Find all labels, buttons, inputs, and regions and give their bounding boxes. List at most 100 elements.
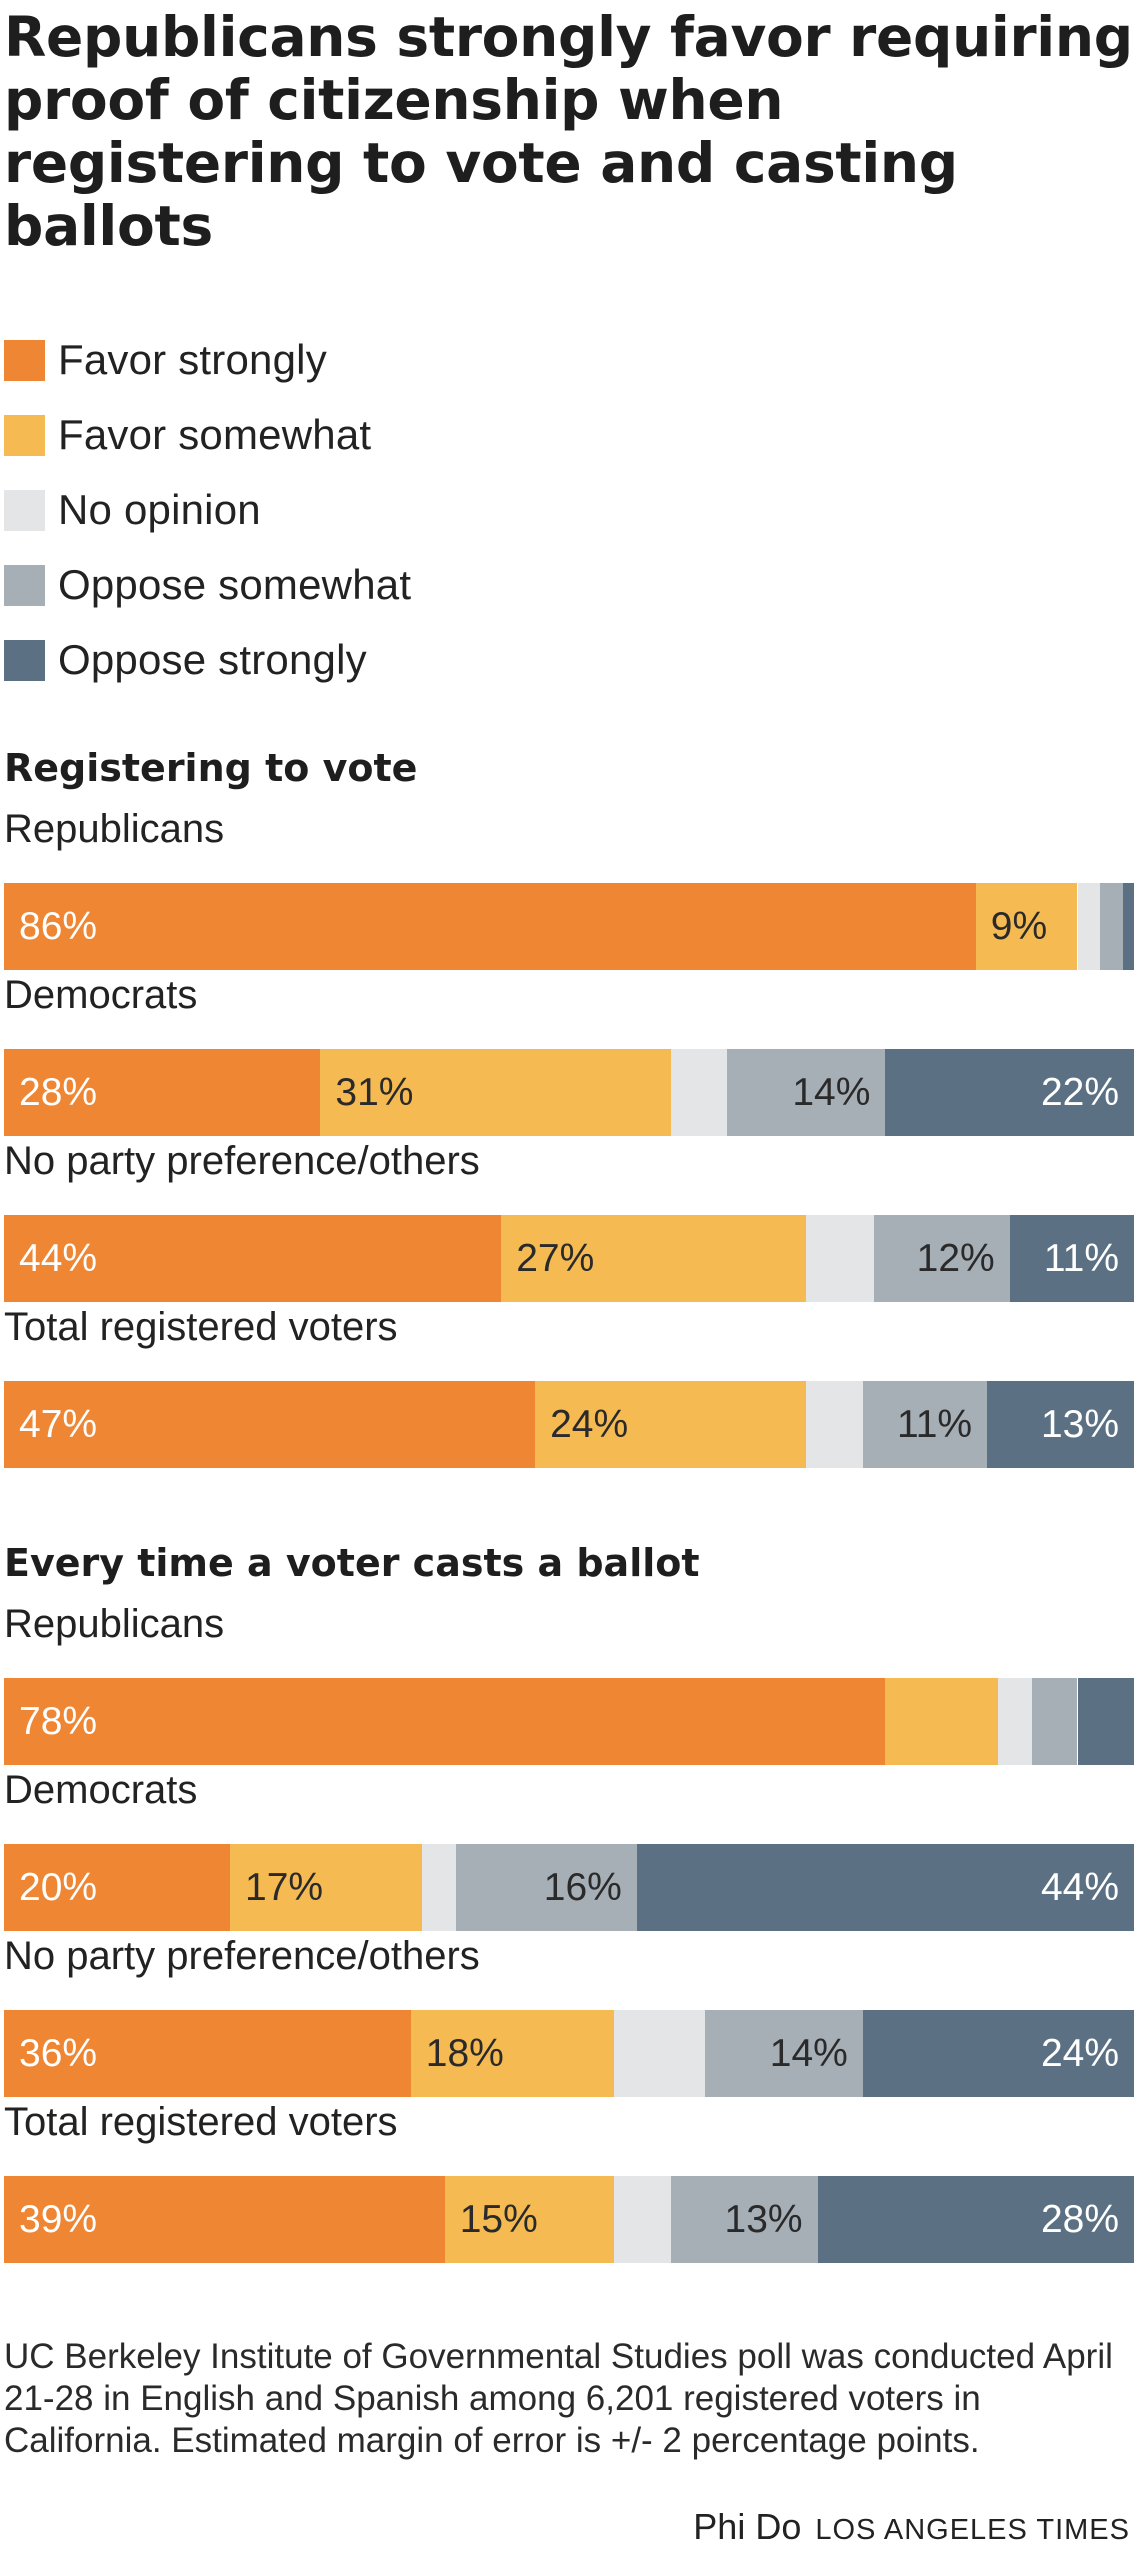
stacked-bar: 28% 31% 14% 22% bbox=[4, 1049, 1134, 1136]
bar-segment-favor-strongly bbox=[4, 1049, 321, 1136]
legend-label: No opinion bbox=[58, 486, 261, 533]
data-label: 14% bbox=[792, 1071, 871, 1114]
data-label: 20% bbox=[19, 1866, 98, 1909]
bar-segment-oppose-somewhat bbox=[456, 1844, 637, 1931]
bar-segment-favor-somewhat bbox=[975, 883, 1078, 970]
bar-segment-favor-somewhat bbox=[410, 2010, 615, 2097]
bar-segment-favor-somewhat bbox=[444, 2176, 615, 2263]
bar-segment-favor-somewhat bbox=[535, 1381, 807, 1468]
data-label: 11% bbox=[1043, 1237, 1119, 1280]
data-label: 27% bbox=[516, 1237, 595, 1280]
legend-item-no-opinion: No opinion bbox=[4, 484, 411, 559]
data-label: 31% bbox=[335, 1071, 414, 1114]
data-label: 36% bbox=[19, 2032, 98, 2075]
legend: Favor strongly Favor somewhat No opinion Op… bbox=[4, 334, 411, 709]
stacked-bar: 78% bbox=[4, 1678, 1134, 1765]
bar-segment-no-opinion bbox=[806, 1381, 863, 1468]
bar-segment-oppose-somewhat bbox=[874, 1215, 1010, 1302]
bar-segment-favor-strongly bbox=[4, 2010, 411, 2097]
data-label: 28% bbox=[19, 1071, 98, 1114]
bar-segment-oppose-strongly bbox=[1009, 1215, 1134, 1302]
stacked-bar: 86% 9% bbox=[4, 883, 1134, 970]
bar-segment-oppose-strongly bbox=[987, 1381, 1134, 1468]
group-label: No party preference/others bbox=[4, 1139, 480, 1183]
legend-swatch-oppose-strongly bbox=[4, 640, 45, 681]
data-label: 47% bbox=[19, 1403, 98, 1446]
legend-item-favor-somewhat: Favor somewhat bbox=[4, 409, 411, 484]
bar-segment-favor-strongly bbox=[4, 1215, 502, 1302]
bar-segment-oppose-strongly bbox=[1077, 1678, 1134, 1765]
bar-segment-oppose-somewhat bbox=[1032, 1678, 1078, 1765]
bar-segment-oppose-somewhat bbox=[862, 1381, 988, 1468]
author-credit: Phi Do bbox=[693, 2506, 802, 2547]
bar-segment-no-opinion bbox=[998, 1678, 1033, 1765]
legend-label: Oppose strongly bbox=[58, 636, 367, 683]
bar-segment-no-opinion bbox=[614, 2010, 705, 2097]
data-label: 44% bbox=[19, 1237, 98, 1280]
data-label: 15% bbox=[459, 2198, 538, 2241]
legend-item-oppose-somewhat: Oppose somewhat bbox=[4, 559, 411, 634]
legend-swatch-favor-somewhat bbox=[4, 415, 45, 456]
bar-segment-favor-strongly bbox=[4, 1381, 536, 1468]
stacked-bar: 36% 18% 14% 24% bbox=[4, 2010, 1134, 2097]
legend-swatch-favor-strongly bbox=[4, 340, 45, 381]
data-label: 17% bbox=[245, 1866, 324, 1909]
bar-segment-oppose-somewhat bbox=[727, 1049, 886, 1136]
bar-segment-oppose-strongly bbox=[862, 2010, 1134, 2097]
section-title: Every time a voter casts a ballot bbox=[4, 1541, 700, 1585]
legend-item-favor-strongly: Favor strongly bbox=[4, 334, 411, 409]
legend-item-oppose-strongly: Oppose strongly bbox=[4, 634, 411, 709]
chart-title: Republicans strongly favor requiring pro… bbox=[4, 5, 1133, 258]
legend-label: Favor strongly bbox=[58, 336, 327, 383]
bar-segment-favor-strongly bbox=[4, 2176, 445, 2263]
stacked-bar: 20% 17% 16% 44% bbox=[4, 1844, 1134, 1931]
section-title: Registering to vote bbox=[4, 746, 418, 790]
legend-label: Favor somewhat bbox=[58, 411, 372, 458]
bar-segment-favor-somewhat bbox=[230, 1844, 423, 1931]
credit: Phi Do LOS ANGELES TIMES bbox=[693, 2506, 1130, 2548]
bar-segment-favor-strongly bbox=[4, 883, 976, 970]
data-label: 13% bbox=[1040, 1403, 1119, 1446]
footnote: UC Berkeley Institute of Governmental St… bbox=[4, 2337, 1113, 2460]
stacked-bar: 39% 15% 13% 28% bbox=[4, 2176, 1134, 2263]
data-label: 12% bbox=[916, 1237, 995, 1280]
bar-segment-no-opinion bbox=[614, 2176, 671, 2263]
data-label: 28% bbox=[1040, 2198, 1119, 2241]
bar-segment-no-opinion bbox=[806, 1215, 875, 1302]
stacked-bar: 44% 27% 12% 11% bbox=[4, 1215, 1134, 1302]
group-label: Republicans bbox=[4, 807, 225, 851]
data-label: 13% bbox=[724, 2198, 803, 2241]
legend-swatch-no-opinion bbox=[4, 490, 45, 531]
data-label: 22% bbox=[1040, 1071, 1119, 1114]
bar-segment-favor-somewhat bbox=[320, 1049, 671, 1136]
data-label: 9% bbox=[990, 905, 1048, 948]
group-label: No party preference/others bbox=[4, 1934, 480, 1978]
bar-segment-oppose-somewhat bbox=[1100, 883, 1123, 970]
bar-segment-oppose-strongly bbox=[636, 1844, 1134, 1931]
group-label: Total registered voters bbox=[4, 2100, 398, 2144]
data-label: 11% bbox=[896, 1403, 973, 1446]
bar-segment-no-opinion bbox=[422, 1844, 456, 1931]
group-label: Republicans bbox=[4, 1602, 225, 1646]
bar-segment-favor-somewhat bbox=[501, 1215, 807, 1302]
legend-label: Oppose somewhat bbox=[58, 561, 412, 608]
data-label: 24% bbox=[550, 1403, 629, 1446]
group-label: Democrats bbox=[4, 973, 198, 1017]
legend-swatch-oppose-somewhat bbox=[4, 565, 45, 606]
data-label: 16% bbox=[543, 1866, 622, 1909]
data-label: 18% bbox=[425, 2032, 504, 2075]
data-label: 24% bbox=[1040, 2032, 1119, 2075]
group-label: Total registered voters bbox=[4, 1305, 398, 1349]
bar-segment-no-opinion bbox=[670, 1049, 728, 1136]
bar-segment-favor-strongly bbox=[4, 1844, 230, 1931]
data-label: 86% bbox=[19, 905, 98, 948]
bar-segment-oppose-somewhat bbox=[670, 2176, 818, 2263]
data-label: 14% bbox=[769, 2032, 848, 2075]
bar-segment-no-opinion bbox=[1077, 883, 1101, 970]
bar-segment-oppose-strongly bbox=[817, 2176, 1134, 2263]
bar-segment-favor-strongly bbox=[4, 1678, 886, 1765]
data-label: 78% bbox=[19, 1700, 98, 1743]
bar-segment-oppose-somewhat bbox=[704, 2010, 863, 2097]
stacked-bar: 47% 24% 11% 13% bbox=[4, 1381, 1134, 1468]
data-label: 39% bbox=[19, 2198, 98, 2241]
